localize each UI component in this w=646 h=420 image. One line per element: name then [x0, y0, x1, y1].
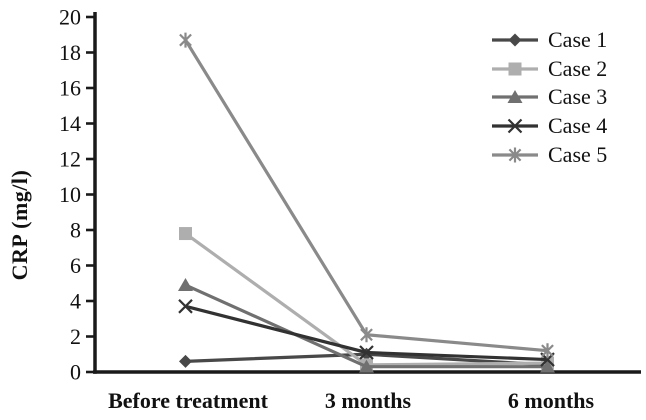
- asterisk-marker-icon: [179, 32, 192, 48]
- asterisk-marker-icon: [508, 147, 522, 163]
- y-tick-label: 0: [70, 360, 81, 385]
- square-legend-marker-icon: [492, 62, 538, 76]
- triangle-marker-icon: [359, 359, 374, 373]
- y-tick-label: 20: [59, 5, 81, 30]
- diamond-legend-marker-icon: [492, 33, 538, 47]
- x-marker-icon: [178, 299, 193, 314]
- y-tick-label: 12: [59, 147, 81, 172]
- legend-label: Case 1: [548, 27, 608, 53]
- legend-label: Case 2: [548, 55, 608, 81]
- asterisk-legend-marker-icon: [492, 147, 538, 163]
- y-tick-label: 2: [70, 324, 81, 349]
- y-tick-label: 16: [59, 76, 81, 101]
- legend-item-case-3: Case 3: [492, 83, 607, 112]
- y-tick-label: 18: [59, 40, 81, 65]
- asterisk-marker-icon: [541, 343, 554, 359]
- x-marker-icon: [359, 345, 374, 360]
- legend-item-case-1: Case 1: [492, 26, 607, 55]
- legend-label: Case 5: [548, 141, 608, 167]
- triangle-marker-icon: [540, 359, 555, 373]
- x-legend-marker-icon: [492, 118, 538, 134]
- y-tick-label: 14: [59, 111, 81, 136]
- y-tick-label: 10: [59, 182, 81, 207]
- legend-label: Case 3: [548, 84, 608, 110]
- legend-item-case-4: Case 4: [492, 112, 607, 141]
- triangle-marker-icon: [507, 90, 523, 104]
- y-axis-title: CRP (mg/l): [7, 169, 32, 281]
- triangle-marker-icon: [178, 278, 193, 292]
- diamond-marker-icon: [179, 354, 192, 368]
- x-axis-label-6-months: 6 months: [507, 388, 595, 413]
- square-marker-icon: [179, 227, 192, 241]
- triangle-legend-marker-icon: [492, 90, 538, 104]
- square-marker-icon: [508, 62, 522, 76]
- y-tick-label: 4: [70, 289, 81, 314]
- x-marker-icon: [507, 118, 523, 134]
- x-axis-label-3-months: 3 months: [324, 388, 412, 413]
- y-tick-label: 8: [70, 218, 81, 243]
- chart-legend: Case 1 Case 2 Case 3 Case 4 Case 5: [492, 26, 607, 169]
- diamond-marker-icon: [508, 33, 522, 47]
- asterisk-marker-icon: [360, 327, 373, 343]
- legend-item-case-2: Case 2: [492, 55, 607, 84]
- x-axis-label-before-treatment: Before treatment: [108, 388, 268, 413]
- legend-label: Case 4: [548, 113, 608, 139]
- legend-item-case-5: Case 5: [492, 140, 607, 169]
- y-tick-label: 6: [70, 253, 81, 278]
